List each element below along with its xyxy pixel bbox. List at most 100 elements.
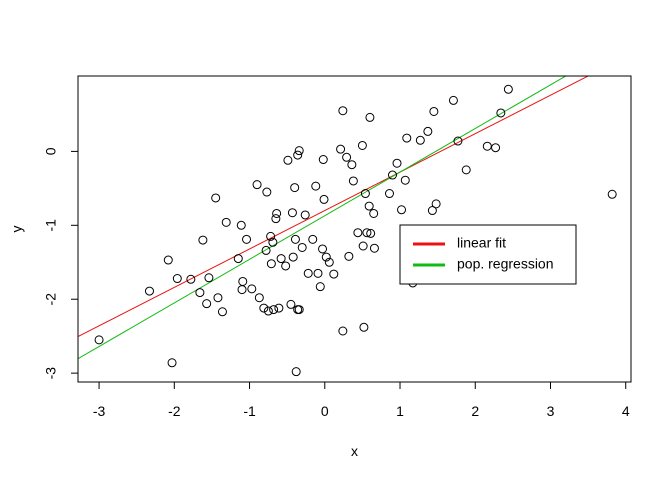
- data-point: [293, 150, 303, 160]
- data-point: [321, 252, 331, 262]
- data-point: [221, 217, 231, 227]
- data-point: [496, 108, 506, 118]
- data-point: [453, 136, 463, 146]
- data-point: [290, 234, 300, 244]
- data-point: [365, 112, 375, 122]
- data-point: [366, 228, 376, 238]
- data-point: [336, 144, 346, 154]
- data-point: [263, 306, 273, 316]
- data-point: [211, 193, 221, 203]
- data-point: [503, 84, 513, 94]
- data-point: [338, 326, 348, 336]
- data-point: [172, 274, 182, 284]
- data-point: [238, 276, 248, 286]
- data-point: [358, 241, 368, 251]
- y-tick-label: -2: [43, 293, 59, 306]
- data-point: [204, 273, 214, 283]
- data-point: [315, 282, 325, 292]
- data-point: [259, 303, 269, 313]
- data-point: [360, 189, 370, 199]
- data-point: [198, 235, 208, 245]
- data-point: [607, 189, 617, 199]
- data-point: [342, 152, 352, 162]
- data-point: [266, 231, 276, 241]
- data-point: [357, 140, 367, 150]
- data-point: [274, 303, 284, 313]
- data-point: [283, 155, 293, 165]
- data-point: [252, 180, 262, 190]
- data-point: [318, 244, 328, 254]
- regression-line-linear-fit: [78, 76, 590, 338]
- data-point: [318, 155, 328, 165]
- data-point: [297, 242, 307, 252]
- data-point: [281, 261, 291, 271]
- data-point: [272, 208, 282, 218]
- data-point: [364, 201, 374, 211]
- data-point: [236, 220, 246, 230]
- data-point: [313, 268, 323, 278]
- x-axis: -3 -2 -1 0 1 2 3 4: [93, 381, 630, 419]
- data-point: [344, 251, 354, 261]
- y-axis: -3 -2 -1 0: [43, 147, 79, 380]
- data-point: [461, 165, 471, 175]
- data-point: [202, 299, 212, 309]
- data-point: [288, 252, 298, 262]
- data-point: [369, 243, 379, 253]
- data-point: [144, 286, 154, 296]
- y-tick-label: -3: [43, 367, 59, 380]
- data-point: [348, 176, 358, 186]
- data-point: [213, 293, 223, 303]
- y-tick-label: 0: [43, 147, 59, 155]
- data-point: [163, 255, 173, 265]
- data-point: [384, 189, 394, 199]
- data-point: [329, 269, 339, 279]
- legend-label-linear-fit: linear fit: [457, 235, 506, 251]
- data-point: [392, 158, 402, 168]
- x-tick-label: -3: [93, 403, 106, 419]
- data-point: [300, 210, 310, 220]
- data-point: [319, 194, 329, 204]
- data-point: [217, 307, 227, 317]
- legend-box: [399, 224, 577, 285]
- data-point: [431, 199, 441, 209]
- y-tick-label: -1: [43, 219, 59, 232]
- data-point: [268, 237, 278, 247]
- data-point: [254, 293, 264, 303]
- data-point: [491, 143, 501, 153]
- data-point: [359, 322, 369, 332]
- data-point: [448, 95, 458, 105]
- data-point: [427, 206, 437, 216]
- data-points: [94, 84, 617, 377]
- x-axis-label: x: [351, 443, 358, 459]
- data-point: [291, 367, 301, 377]
- data-point: [311, 181, 321, 191]
- data-point: [429, 106, 439, 116]
- data-point: [482, 141, 492, 151]
- data-point: [242, 234, 252, 244]
- data-point: [94, 335, 104, 345]
- legend: linear fit pop. regression: [399, 224, 577, 285]
- data-point: [347, 160, 357, 170]
- data-point: [397, 205, 407, 215]
- data-point: [362, 228, 372, 238]
- x-tick-label: -1: [243, 403, 256, 419]
- data-point: [294, 146, 304, 156]
- regression-line-pop-regression: [78, 76, 567, 360]
- data-point: [387, 170, 397, 180]
- data-point: [269, 305, 279, 315]
- y-axis-label: y: [9, 226, 25, 233]
- data-point: [402, 133, 412, 143]
- x-tick-label: -2: [168, 403, 181, 419]
- data-point: [415, 135, 425, 145]
- data-point: [271, 214, 281, 224]
- data-point: [338, 106, 348, 116]
- data-point: [294, 305, 304, 315]
- regression-lines: [78, 76, 590, 360]
- data-point: [369, 208, 379, 218]
- x-tick-label: 0: [321, 403, 329, 419]
- data-point: [324, 257, 334, 267]
- data-point: [266, 259, 276, 269]
- data-point: [308, 234, 318, 244]
- data-point: [262, 187, 272, 197]
